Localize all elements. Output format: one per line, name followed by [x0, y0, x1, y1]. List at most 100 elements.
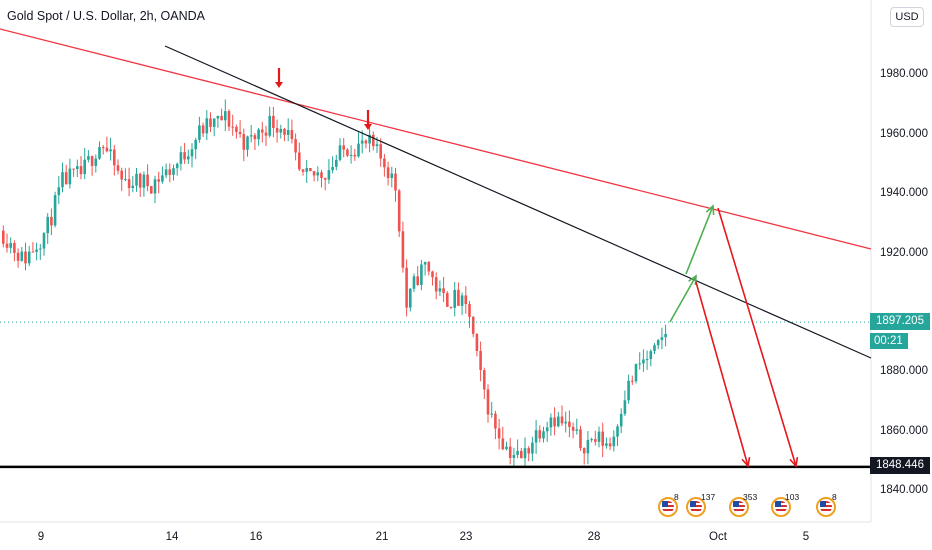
candle-body: [227, 111, 231, 127]
candle-body: [386, 167, 390, 179]
candle-body: [619, 413, 623, 427]
candle-body: [53, 195, 57, 226]
candle-body: [5, 243, 9, 248]
event-flag-icon[interactable]: [729, 497, 749, 517]
candle-body: [216, 115, 220, 119]
candle-body: [416, 276, 419, 285]
x-tick-label: 9: [37, 531, 45, 543]
candle-body: [198, 125, 201, 140]
event-flag-icon[interactable]: [771, 497, 791, 517]
candle-body: [372, 134, 375, 147]
candle-body: [113, 149, 116, 166]
candle-body: [505, 446, 508, 450]
candle-body: [501, 438, 505, 450]
candle-body: [153, 179, 157, 194]
candle-body: [353, 154, 357, 157]
candle-body: [268, 115, 271, 136]
candle-body: [187, 156, 190, 160]
candle-body: [631, 380, 634, 382]
candle-body: [557, 416, 560, 427]
candle-body: [520, 450, 523, 459]
x-tick-label: 14: [165, 531, 179, 543]
candle-body: [349, 154, 353, 156]
candle-body: [508, 446, 512, 458]
candle-body: [431, 271, 434, 278]
candle-body: [220, 115, 223, 121]
candle-body: [627, 380, 630, 401]
candle-body: [323, 177, 327, 180]
candle-body: [579, 429, 582, 449]
currency-button[interactable]: USD: [890, 7, 924, 27]
candle-body: [142, 174, 146, 188]
candle-body: [660, 337, 664, 341]
candle-body: [357, 143, 360, 157]
candle-body: [538, 430, 542, 439]
candle-body: [586, 439, 590, 454]
candle-body: [335, 159, 338, 167]
candle-body: [649, 351, 653, 360]
candle-body: [460, 295, 464, 306]
candle-body: [346, 149, 349, 156]
projection-up-arrow-head: [688, 274, 697, 286]
candle-body: [468, 304, 471, 317]
candle-body: [608, 443, 612, 447]
candle-body: [549, 417, 553, 428]
candle-body: [72, 168, 75, 170]
candle-body: [338, 145, 342, 160]
chart-title: Gold Spot / U.S. Dollar, 2h, OANDA: [7, 9, 205, 23]
candle-body: [575, 429, 579, 431]
candle-body: [590, 439, 593, 441]
black-trendline: [164, 45, 872, 359]
candle-body: [253, 135, 257, 140]
candle-body: [638, 363, 641, 365]
candle-body: [157, 179, 160, 182]
candle-body: [238, 131, 242, 135]
candle-body: [127, 179, 131, 189]
candle-body: [453, 289, 456, 308]
candle-body: [13, 242, 16, 253]
candle-body: [516, 450, 519, 455]
candle-body: [42, 233, 46, 249]
candle-body: [316, 172, 320, 176]
y-tick-label: 1840.000: [880, 484, 928, 496]
candle-body: [564, 421, 567, 424]
candle-body: [642, 359, 645, 364]
x-tick-label: 16: [249, 531, 263, 543]
candle-body: [135, 173, 138, 186]
candle-body: [523, 448, 527, 459]
candle-body: [124, 179, 127, 181]
candle-body: [94, 158, 98, 166]
candle-body: [35, 249, 38, 252]
candle-body: [612, 436, 616, 447]
candle-body: [98, 147, 101, 159]
x-tick-label: Oct: [709, 531, 727, 543]
candle-body: [68, 168, 72, 185]
candle-body: [275, 128, 279, 133]
candle-body: [183, 152, 186, 160]
candle-body: [464, 295, 468, 305]
candle-body: [597, 431, 601, 442]
x-tick-label: 23: [459, 531, 473, 543]
event-count: 137: [701, 492, 716, 502]
candle-body: [24, 251, 27, 264]
candle-body: [320, 172, 323, 178]
candle-body: [224, 111, 227, 121]
candle-body: [105, 147, 109, 152]
candle-body: [545, 427, 549, 432]
candle-body: [423, 261, 427, 265]
candle-body: [168, 169, 172, 175]
candle-body: [116, 165, 120, 171]
candle-body: [368, 134, 371, 144]
candle-body: [471, 316, 475, 334]
event-flag-icon[interactable]: [816, 497, 836, 517]
candle-body: [76, 166, 79, 169]
candle-body: [442, 288, 445, 294]
event-flag-icon[interactable]: [658, 497, 678, 517]
candle-body: [2, 230, 5, 244]
event-count: 8: [674, 492, 679, 502]
event-flag-icon[interactable]: [686, 497, 706, 517]
candle-body: [161, 175, 164, 182]
candle-body: [272, 115, 275, 129]
candle-body: [249, 135, 253, 137]
